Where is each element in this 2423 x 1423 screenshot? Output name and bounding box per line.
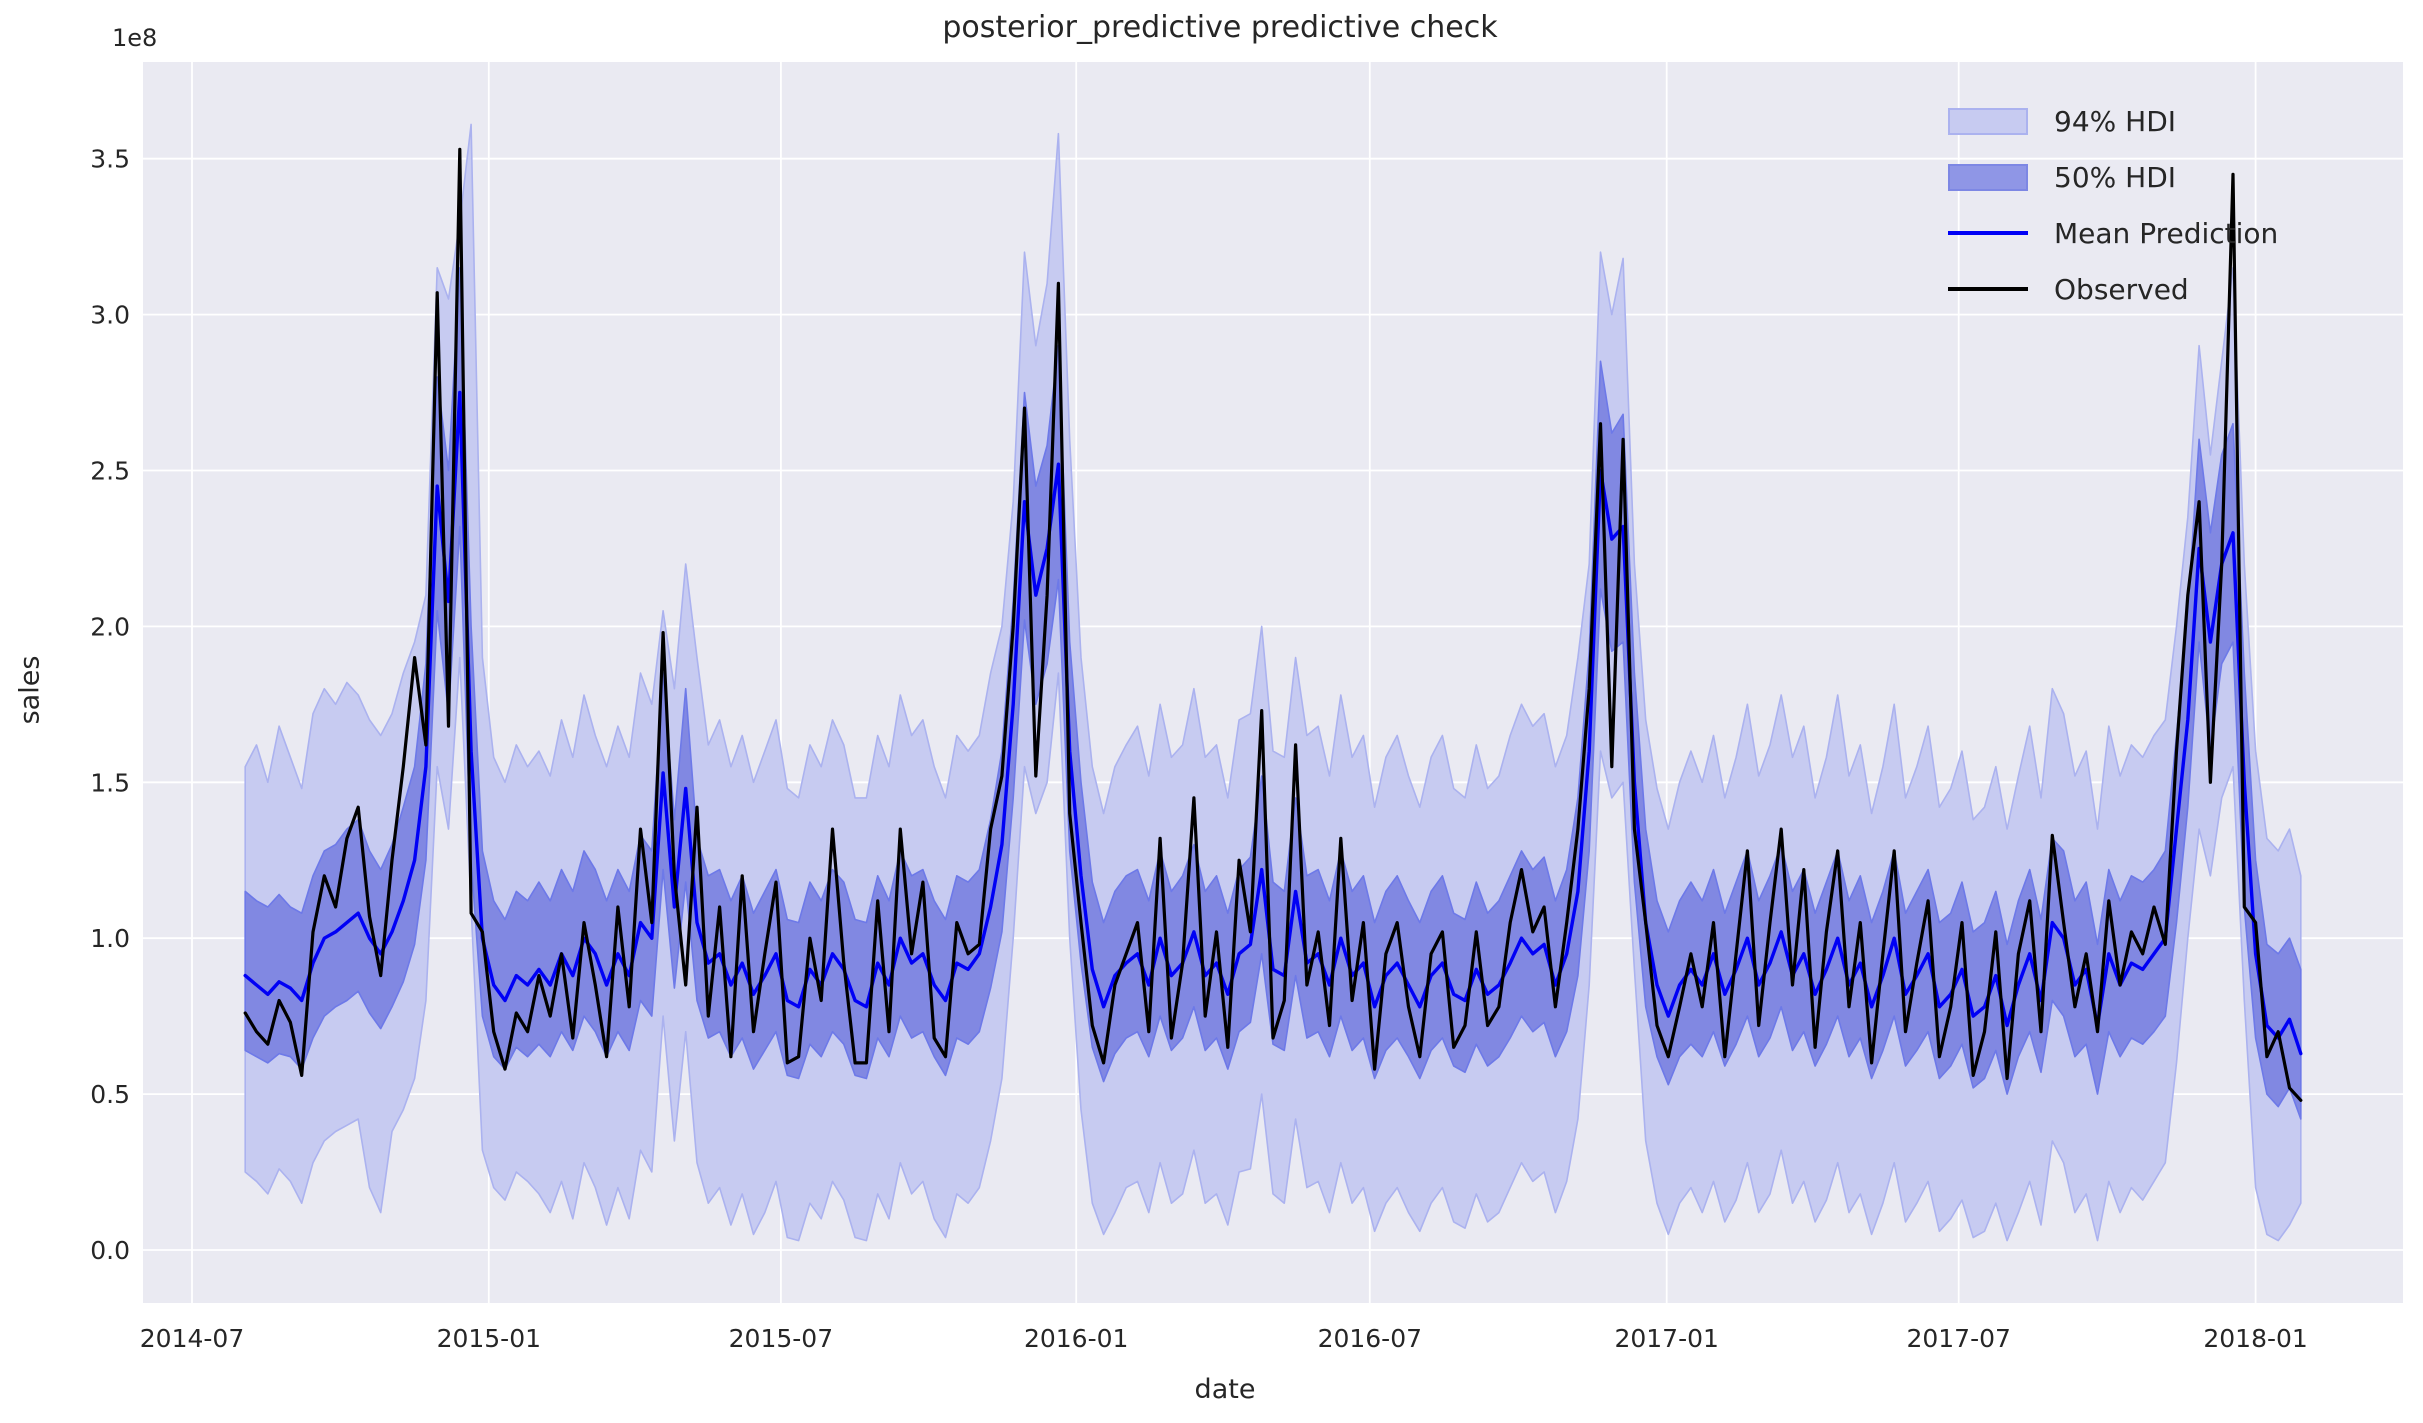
y-tick-label: 2.0 — [90, 612, 130, 641]
legend-label: 94% HDI — [2054, 104, 2177, 138]
x-tick-label: 2015-07 — [729, 1324, 833, 1353]
x-tick-label: 2016-07 — [1318, 1324, 1422, 1353]
legend-entry: 94% HDI — [1948, 100, 2278, 142]
observed-line — [243, 147, 2303, 1102]
x-tick-label: 2017-01 — [1614, 1324, 1718, 1353]
y-axis-label: sales — [14, 655, 46, 725]
legend-label: Observed — [2054, 272, 2189, 306]
legend-entry: Observed — [1948, 268, 2278, 310]
x-tick-label: 2014-07 — [140, 1324, 244, 1353]
y-axis-offset-label: 1e8 — [112, 24, 158, 52]
legend-label: 50% HDI — [2054, 160, 2177, 194]
x-tick-label: 2018-01 — [2203, 1324, 2307, 1353]
legend-patch-swatch — [1948, 107, 2028, 135]
legend: 94% HDI 50% HDI Mean Prediction Observed — [1948, 100, 2278, 310]
y-tick-label: 3.0 — [90, 301, 130, 330]
y-tick-label: 2.5 — [90, 457, 130, 486]
x-tick-label: 2016-01 — [1024, 1324, 1128, 1353]
legend-label: Mean Prediction — [2054, 216, 2279, 250]
legend-patch-swatch — [1948, 163, 2028, 191]
legend-entry: Mean Prediction — [1948, 212, 2278, 254]
legend-entry: 50% HDI — [1948, 156, 2278, 198]
y-tick-label: 0.0 — [90, 1236, 130, 1265]
chart-title: posterior_predictive predictive check — [942, 10, 1498, 45]
y-tick-label: 3.5 — [90, 145, 130, 174]
y-tick-label: 1.0 — [90, 924, 130, 953]
x-tick-label: 2017-07 — [1906, 1324, 2010, 1353]
x-tick-label: 2015-01 — [437, 1324, 541, 1353]
legend-line-swatch — [1948, 287, 2028, 291]
y-tick-label: 0.5 — [90, 1080, 130, 1109]
y-tick-label: 1.5 — [90, 768, 130, 797]
legend-line-swatch — [1948, 231, 2028, 235]
x-axis-label: date — [1194, 1374, 1256, 1405]
